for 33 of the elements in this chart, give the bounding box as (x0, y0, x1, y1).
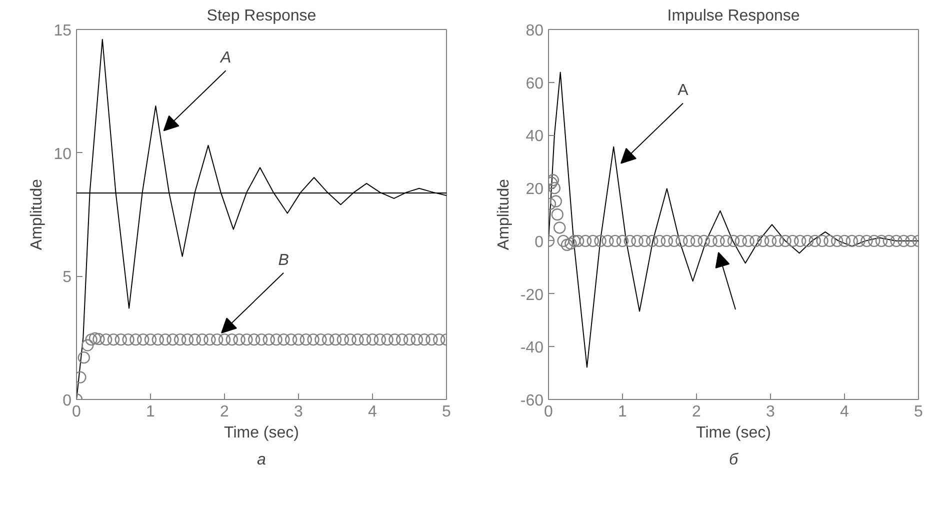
chart-title: Step Response (206, 8, 316, 24)
y-tick-label: 60 (526, 75, 544, 92)
y-tick-label: 0 (62, 392, 72, 410)
y-axis-title: Amplitude (495, 178, 512, 250)
x-tick-label: 3 (294, 404, 304, 420)
annotation: B (278, 252, 290, 269)
x-axis-title: Time (sec) (224, 424, 299, 442)
x-tick-label: 5 (914, 404, 924, 420)
x-tick-label: 2 (692, 404, 702, 420)
y-tick-label: -60 (520, 392, 544, 410)
y-tick-label: 15 (54, 22, 72, 40)
x-tick-label: 1 (618, 404, 628, 420)
annotation: A (678, 82, 689, 100)
text: а (257, 452, 266, 468)
y-tick-label: 80 (526, 22, 544, 40)
annotation: A (219, 50, 232, 67)
text: б (729, 452, 739, 468)
x-tick-label: 5 (442, 404, 452, 420)
y-tick-label: -20 (520, 286, 544, 304)
x-tick-label: 4 (368, 404, 378, 420)
chart-title: Impulse Response (667, 8, 800, 24)
x-tick-label: 2 (220, 404, 230, 420)
y-tick-label: 20 (526, 181, 544, 198)
x-tick-label: 3 (766, 404, 776, 420)
x-axis-title: Time (sec) (696, 424, 771, 442)
y-tick-label: 40 (526, 128, 544, 146)
x-tick-label: 4 (840, 404, 850, 420)
y-tick-label: 5 (62, 269, 72, 286)
y-tick-label: 10 (54, 146, 72, 163)
y-axis-title: Amplitude (28, 178, 46, 250)
y-tick-label: 0 (534, 234, 544, 251)
y-tick-label: -40 (520, 340, 544, 357)
x-tick-label: 1 (146, 404, 156, 420)
